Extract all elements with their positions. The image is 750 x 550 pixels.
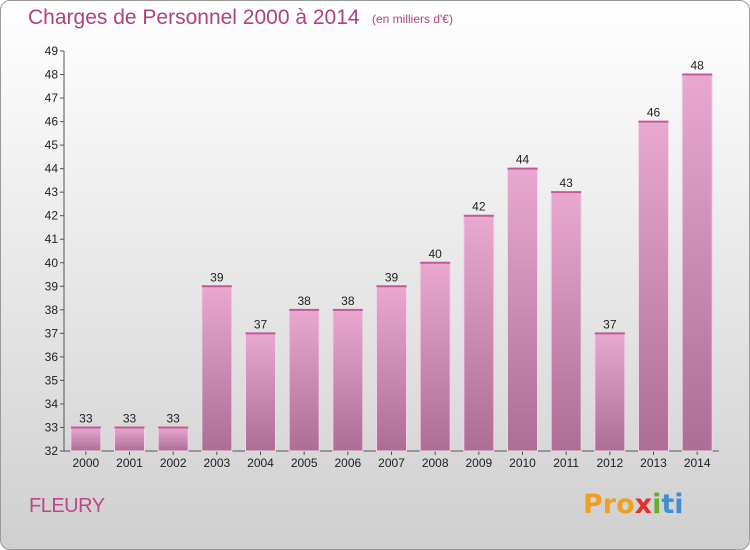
bar-value-label: 48 bbox=[690, 59, 704, 73]
bar bbox=[70, 426, 102, 452]
chart-title: Charges de Personnel 2000 à 2014 bbox=[28, 6, 360, 29]
x-tick-label: 2013 bbox=[640, 456, 667, 470]
x-tick-label: 2007 bbox=[378, 456, 405, 470]
bar-value-label: 33 bbox=[79, 411, 93, 425]
bar-value-label: 37 bbox=[254, 317, 268, 331]
y-tick-label: 33 bbox=[45, 420, 59, 434]
bar bbox=[114, 426, 145, 452]
x-tick-label: 2009 bbox=[465, 456, 492, 470]
bar bbox=[332, 309, 364, 452]
chart-subtitle: (en milliers d'€) bbox=[372, 12, 453, 26]
x-tick-label: 2005 bbox=[291, 456, 318, 470]
y-tick-label: 47 bbox=[45, 91, 59, 105]
y-tick-label: 46 bbox=[45, 115, 59, 129]
bar bbox=[157, 426, 189, 452]
x-tick-label: 2004 bbox=[247, 456, 274, 470]
bar-value-label: 33 bbox=[166, 411, 180, 425]
x-tick-label: 2003 bbox=[203, 456, 230, 470]
bar bbox=[681, 74, 713, 452]
bar bbox=[594, 332, 626, 452]
x-tick-label: 2001 bbox=[116, 456, 143, 470]
logo-part-2: x bbox=[634, 489, 653, 520]
y-tick-label: 40 bbox=[45, 256, 59, 270]
bar-value-label: 39 bbox=[385, 270, 399, 284]
bar bbox=[201, 285, 233, 452]
logo-part-3: i bbox=[652, 489, 662, 520]
y-tick-label: 35 bbox=[45, 373, 59, 387]
x-tick-label: 2000 bbox=[72, 456, 99, 470]
bar-value-label: 46 bbox=[647, 106, 661, 120]
y-tick-label: 49 bbox=[45, 44, 59, 58]
bar-value-label: 42 bbox=[472, 200, 486, 214]
bar-value-label: 40 bbox=[428, 247, 442, 261]
bar-value-label: 39 bbox=[210, 270, 224, 284]
y-tick-label: 32 bbox=[45, 444, 59, 458]
y-tick-label: 48 bbox=[45, 68, 59, 82]
x-tick-label: 2010 bbox=[509, 456, 536, 470]
x-tick-label: 2006 bbox=[334, 456, 361, 470]
city-name: FLEURY bbox=[29, 495, 105, 517]
bar bbox=[376, 285, 407, 452]
bar bbox=[245, 332, 276, 452]
x-tick-label: 2002 bbox=[160, 456, 187, 470]
bar bbox=[463, 215, 495, 452]
bar-value-label: 33 bbox=[123, 411, 137, 425]
y-tick-label: 42 bbox=[45, 209, 59, 223]
bar bbox=[288, 309, 320, 452]
bar bbox=[638, 121, 669, 452]
y-tick-label: 38 bbox=[45, 303, 59, 317]
bar-value-label: 38 bbox=[297, 294, 311, 308]
x-tick-label: 2011 bbox=[553, 456, 579, 470]
x-tick-label: 2008 bbox=[422, 456, 449, 470]
bar bbox=[550, 191, 582, 452]
bar-value-label: 44 bbox=[516, 153, 530, 167]
y-tick-label: 43 bbox=[45, 185, 59, 199]
y-tick-label: 39 bbox=[45, 279, 59, 293]
y-tick-label: 36 bbox=[45, 350, 59, 364]
bar-value-label: 37 bbox=[603, 317, 617, 331]
logo-part-4: ti bbox=[661, 489, 684, 520]
bar-value-label: 38 bbox=[341, 294, 355, 308]
x-tick-label: 2014 bbox=[684, 456, 711, 470]
bar bbox=[507, 168, 538, 452]
proxiti-logo[interactable]: Proxiti bbox=[583, 489, 684, 520]
y-tick-label: 45 bbox=[45, 138, 59, 152]
y-tick-label: 34 bbox=[45, 397, 59, 411]
y-tick-label: 37 bbox=[45, 326, 59, 340]
bar bbox=[419, 262, 451, 452]
logo-part-1: Pro bbox=[583, 489, 635, 520]
bar-value-label: 43 bbox=[559, 176, 573, 190]
y-tick-label: 44 bbox=[45, 162, 59, 176]
x-tick-label: 2012 bbox=[596, 456, 623, 470]
y-tick-label: 41 bbox=[45, 232, 59, 246]
